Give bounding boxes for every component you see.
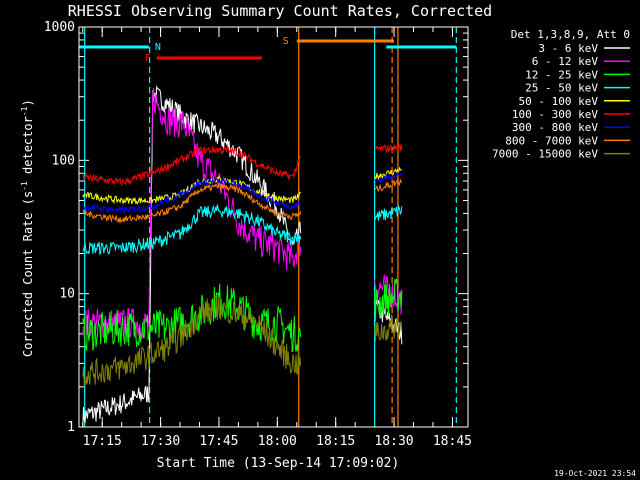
x-tick-label: 18:30 [374, 434, 413, 449]
y-axis-label-exp1: -1 [20, 181, 29, 191]
legend-label: 25 - 50 keV [525, 82, 598, 95]
plot-frame [78, 26, 469, 428]
legend-label: 800 - 7000 keV [505, 134, 598, 147]
series-line [82, 294, 302, 387]
legend-label: 100 - 300 keV [512, 108, 598, 121]
series-line [374, 166, 402, 181]
series-line [374, 204, 403, 221]
series-line [374, 178, 403, 193]
y-tick-label: 1000 [44, 20, 75, 35]
chart-title: RHESSI Observing Summary Count Rates, Co… [68, 2, 492, 20]
y-axis-label-end: ) [21, 99, 35, 106]
flag-label-s: S [283, 36, 289, 47]
flag-label-n: N [155, 42, 161, 53]
x-tick-label: 17:30 [141, 434, 180, 449]
series-line [82, 175, 301, 205]
legend-title: Det 1,3,8,9, Att 0 [511, 28, 630, 41]
x-tick-label: 17:45 [199, 434, 238, 449]
y-tick-label: 1 [67, 420, 75, 435]
series-line [374, 278, 403, 322]
flag-label-f: F [145, 53, 151, 64]
y-tick-label: 10 [59, 287, 75, 302]
x-tick-label: 18:45 [433, 434, 472, 449]
series-line [374, 144, 403, 154]
x-axis-label: Start Time (13-Sep-14 17:09:02) [157, 456, 400, 471]
y-axis-label: Corrected Count Rate (s-1 detector-1) [20, 99, 35, 357]
x-tick-label: 17:15 [83, 434, 122, 449]
legend-label: 6 - 12 keV [532, 55, 599, 68]
series-line [374, 314, 403, 342]
legend-label: 7000 - 15000 keV [492, 148, 598, 161]
legend-label: 12 - 25 keV [525, 68, 598, 81]
y-axis-label-mid: detector [21, 116, 35, 181]
series-line [82, 88, 302, 339]
legend-label: 3 - 6 keV [538, 42, 598, 55]
legend-label: 300 - 800 keV [512, 121, 598, 134]
plot-layer: 1 10 100 1000 17:15 17:30 17:45 18:00 18:15 18:30… [44, 20, 630, 449]
series-line [82, 183, 302, 224]
series-line [374, 170, 403, 183]
x-tick-label: 18:00 [258, 434, 297, 449]
series-line [82, 85, 302, 428]
series-line [82, 145, 301, 186]
y-tick-label: 100 [52, 153, 75, 168]
y-axis-label-main: Corrected Count Rate (s [21, 191, 35, 357]
timestamp: 19-Oct-2021 23:54 [554, 469, 636, 478]
series-line [82, 283, 302, 353]
y-axis-label-exp2: -1 [20, 106, 29, 116]
series-line [82, 204, 302, 256]
series-line [82, 177, 301, 215]
legend-label: 50 - 100 keV [519, 95, 599, 108]
x-tick-label: 18:15 [316, 434, 355, 449]
